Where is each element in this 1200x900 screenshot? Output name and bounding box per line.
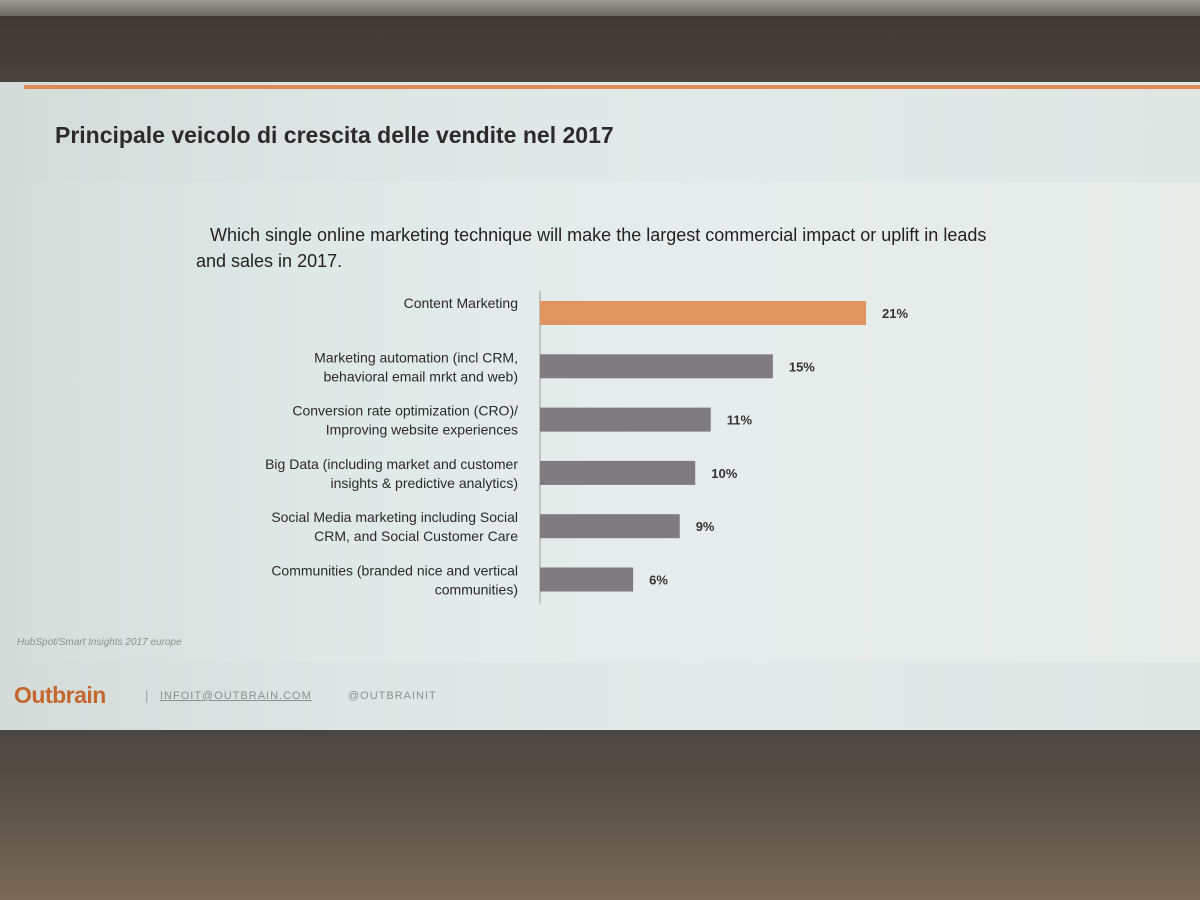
source-note: HubSpot/Smart Insights 2017 europe [17, 637, 182, 648]
footer-email-link[interactable]: INFOIT@OUTBRAIN.COM [160, 690, 312, 702]
category-label: Communities (branded nice and vertical [271, 563, 518, 579]
category-label: CRM, and Social Customer Care [314, 528, 518, 544]
data-label: 9% [696, 519, 715, 534]
category-label: Content Marketing [404, 295, 518, 311]
data-label: 15% [789, 359, 815, 374]
wall-top [0, 0, 1200, 16]
bar [540, 407, 711, 432]
category-label: communities) [435, 582, 518, 598]
slide-title: Principale veicolo di crescita delle ven… [55, 122, 614, 148]
bar [540, 354, 773, 379]
data-label: 10% [711, 466, 737, 481]
room-floor [0, 730, 1200, 900]
data-label: 6% [649, 573, 668, 588]
footer-twitter-handle: @OUTBRAINIT [348, 690, 437, 702]
category-label: Social Media marketing including Social [271, 509, 518, 525]
footer-separator: | [145, 688, 149, 703]
slide-accent-line [24, 85, 1200, 89]
presentation-slide: Principale veicolo di crescita delle ven… [0, 82, 1200, 730]
category-label: Improving website experiences [326, 422, 518, 438]
outbrain-logo: Outbrain [14, 682, 106, 708]
category-label: insights & predictive analytics) [330, 475, 518, 491]
category-label: Conversion rate optimization (CRO)/ [292, 403, 518, 419]
category-label: Marketing automation (incl CRM, [314, 349, 518, 365]
data-label: 21% [882, 306, 908, 321]
bar [540, 567, 634, 592]
chart-title: Which single online marketing technique … [196, 225, 987, 271]
bar [540, 514, 680, 539]
bar [540, 460, 696, 485]
category-label: behavioral email mrkt and web) [323, 368, 518, 384]
data-label: 11% [727, 413, 753, 428]
category-label: Big Data (including market and customer [265, 456, 518, 472]
bar-chart: 21% Content Marketing 15% Marketing automat… [265, 291, 908, 604]
bar [540, 301, 866, 325]
